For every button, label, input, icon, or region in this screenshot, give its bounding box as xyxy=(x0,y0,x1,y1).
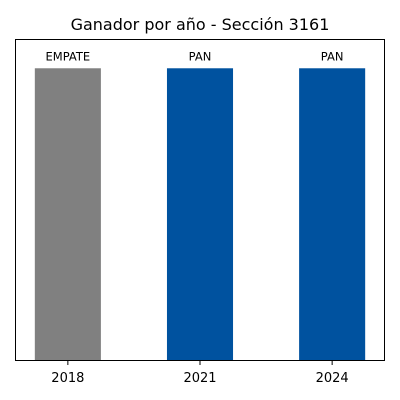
bar-2018 xyxy=(34,68,101,361)
x-ticks-group: 2018 2021 2024 xyxy=(51,361,349,386)
bar-2021 xyxy=(166,68,234,361)
chart-title: Ganador por año - Sección 3161 xyxy=(71,15,330,34)
bar-label-2018: EMPATE xyxy=(46,49,91,63)
bar-2024 xyxy=(299,68,366,361)
x-tick-label-2018: 2018 xyxy=(51,371,84,386)
bar-label-2021: PAN xyxy=(189,49,212,63)
bar-labels-group: EMPATE PAN PAN xyxy=(46,49,344,63)
bars-group xyxy=(34,68,366,361)
bar-label-2024: PAN xyxy=(321,49,344,63)
x-tick-label-2024: 2024 xyxy=(316,371,349,386)
x-tick-label-2021: 2021 xyxy=(183,371,216,386)
plot-frame xyxy=(15,39,385,361)
